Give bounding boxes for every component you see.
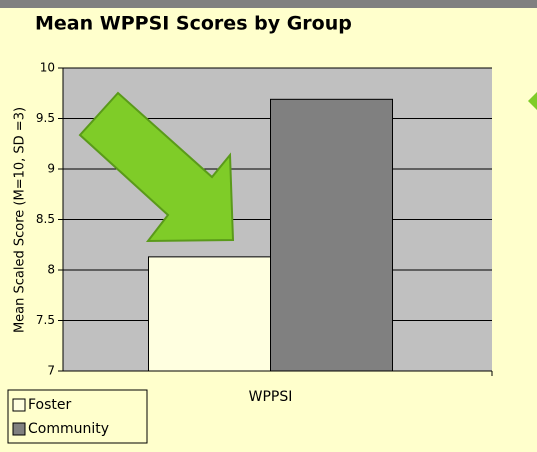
legend-swatch bbox=[12, 422, 26, 436]
legend-label: Community bbox=[28, 421, 109, 437]
chart-title: Mean WPPSI Scores by Group bbox=[35, 13, 352, 35]
legend bbox=[7, 389, 148, 444]
y-tick-label: 9 bbox=[47, 162, 55, 176]
bar bbox=[148, 256, 271, 372]
y-tick-label: 10 bbox=[40, 61, 55, 75]
y-axis-label: Mean Scaled Score (M=10, SD =3) bbox=[13, 107, 28, 333]
y-tick-label: 7.5 bbox=[36, 313, 55, 327]
top-band bbox=[0, 0, 537, 8]
legend-label: Foster bbox=[28, 397, 72, 413]
y-tick-label: 9.5 bbox=[36, 111, 55, 125]
legend-swatch bbox=[12, 398, 26, 412]
arrow-fragment bbox=[528, 92, 537, 110]
y-tick-label: 8 bbox=[47, 263, 55, 277]
y-tick-label: 8.5 bbox=[36, 212, 55, 226]
arrow bbox=[78, 91, 235, 243]
y-tick-label: 7 bbox=[47, 364, 55, 378]
x-tick-label: WPPSI bbox=[249, 389, 293, 405]
bar bbox=[270, 98, 393, 372]
